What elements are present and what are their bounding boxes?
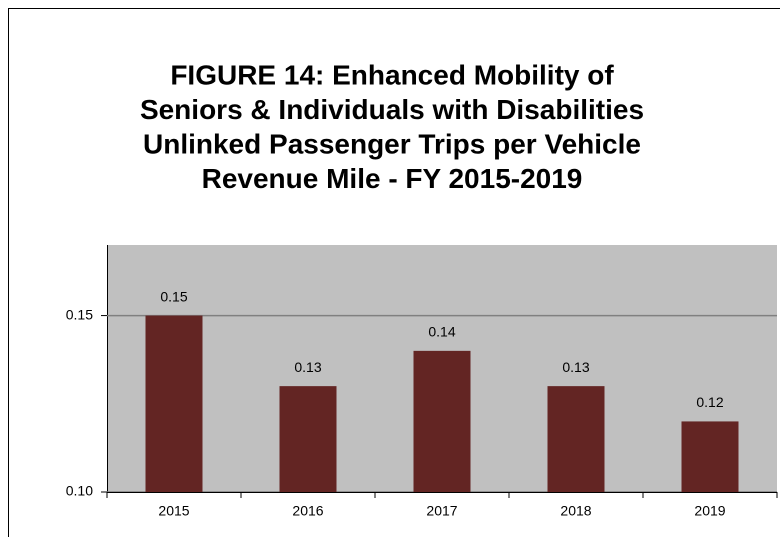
data-label: 0.13 [562, 359, 589, 375]
bar [547, 386, 605, 492]
data-label: 0.14 [428, 324, 455, 340]
data-label: 0.15 [160, 288, 187, 304]
data-label: 0.12 [696, 394, 723, 410]
chart-title: FIGURE 14: Enhanced Mobility of [170, 59, 614, 90]
bar [681, 421, 739, 492]
y-tick-label: 0.10 [66, 483, 93, 499]
bar [413, 350, 471, 492]
x-tick-label: 2017 [426, 503, 457, 519]
chart-title: Unlinked Passenger Trips per Vehicle [143, 128, 641, 159]
data-label: 0.13 [294, 359, 321, 375]
bar [279, 386, 337, 492]
x-tick-label: 2015 [158, 503, 189, 519]
chart-title: Revenue Mile - FY 2015-2019 [202, 163, 583, 194]
bar [145, 315, 203, 492]
frame [8, 8, 780, 537]
x-tick-label: 2016 [292, 503, 323, 519]
chart-title: Seniors & Individuals with Disabilities [140, 94, 644, 125]
x-tick-label: 2019 [694, 503, 725, 519]
x-tick-label: 2018 [560, 503, 591, 519]
y-tick-label: 0.15 [66, 306, 93, 322]
